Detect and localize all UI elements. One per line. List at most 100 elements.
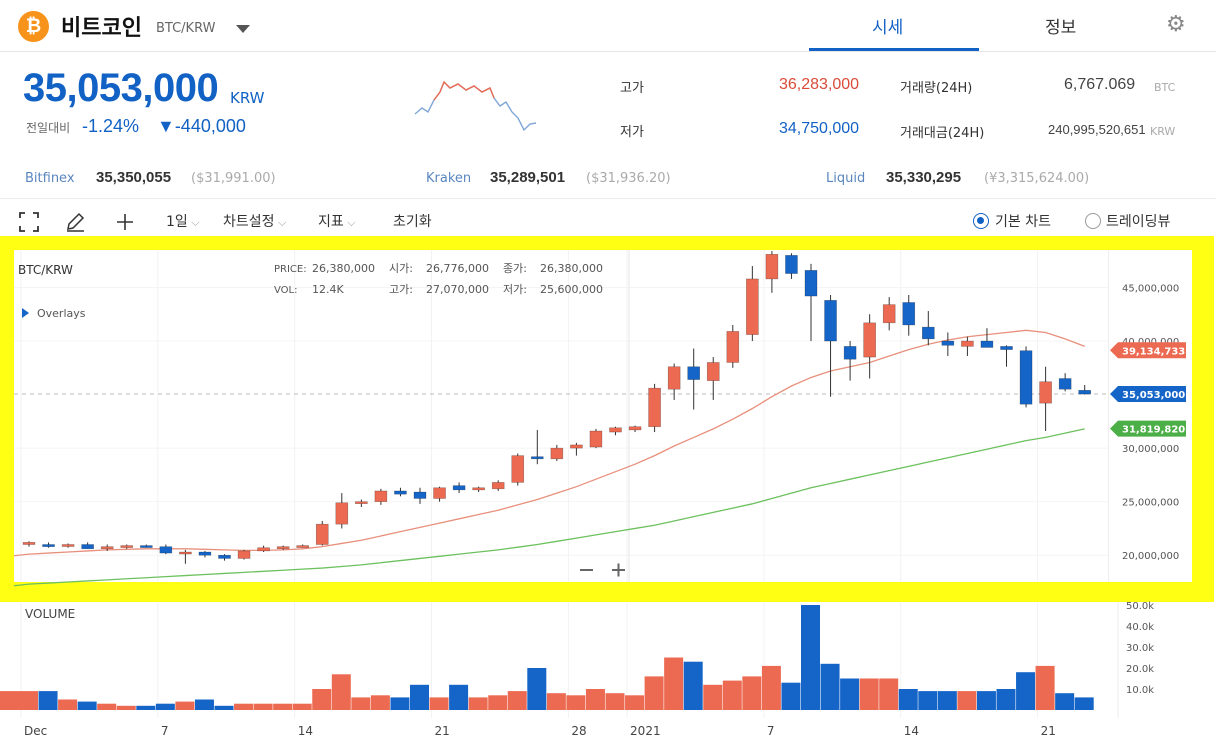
volume-bar[interactable] — [77, 701, 97, 710]
volume-bar[interactable] — [1035, 665, 1055, 710]
volume-bar[interactable] — [957, 691, 977, 710]
volume-bar[interactable] — [527, 668, 547, 710]
candle[interactable] — [100, 546, 114, 550]
volume-bar[interactable] — [566, 695, 586, 710]
volume-bar[interactable] — [644, 676, 664, 710]
volume-bar[interactable] — [664, 657, 684, 711]
volume-bar[interactable] — [390, 697, 410, 710]
volume-bar[interactable] — [683, 661, 703, 710]
candle[interactable] — [315, 523, 329, 545]
candle[interactable] — [726, 331, 740, 363]
candle[interactable] — [81, 544, 94, 550]
volume-bar[interactable] — [1016, 672, 1036, 710]
candle[interactable] — [706, 362, 720, 381]
candle[interactable] — [42, 544, 55, 547]
volume-bar[interactable] — [761, 665, 781, 710]
candle[interactable] — [1019, 350, 1033, 405]
basic-chart-radio[interactable] — [973, 213, 989, 229]
volume-bar[interactable] — [253, 703, 273, 710]
volume-bar[interactable] — [625, 695, 645, 710]
candle[interactable] — [961, 340, 974, 347]
candle[interactable] — [120, 545, 134, 548]
candle[interactable] — [882, 304, 896, 324]
volume-bar[interactable] — [996, 689, 1016, 710]
volume-bar[interactable] — [234, 703, 254, 710]
volume-bar[interactable] — [38, 691, 58, 710]
candle[interactable] — [902, 302, 916, 326]
volume-bar[interactable] — [507, 691, 527, 710]
candle[interactable] — [1000, 346, 1013, 350]
candle[interactable] — [413, 491, 427, 499]
volume-bar[interactable] — [820, 663, 840, 710]
candle[interactable] — [179, 551, 192, 555]
volume-bar[interactable] — [97, 703, 117, 710]
volume-bar[interactable] — [840, 678, 860, 711]
volume-bar[interactable] — [722, 680, 742, 710]
candle[interactable] — [824, 300, 837, 342]
candle[interactable] — [394, 490, 407, 495]
candle[interactable] — [628, 426, 642, 431]
volume-bar[interactable] — [136, 705, 156, 710]
reset-button[interactable]: 초기화 — [393, 214, 432, 230]
candle[interactable] — [61, 544, 75, 547]
candle[interactable] — [1078, 389, 1091, 395]
candle[interactable] — [276, 546, 290, 550]
overlays-triangle-icon[interactable] — [22, 308, 29, 318]
volume-bar[interactable] — [976, 691, 996, 710]
volume-bar[interactable] — [351, 697, 371, 710]
volume-bar[interactable] — [468, 697, 488, 710]
volume-bar[interactable] — [801, 605, 820, 710]
interval-select[interactable]: 1일 ⌵ — [166, 211, 200, 231]
candle[interactable] — [941, 340, 955, 346]
volume-bar[interactable] — [449, 684, 469, 710]
basic-chart-label[interactable]: 기본 차트 — [995, 214, 1051, 230]
volume-bar[interactable] — [175, 701, 195, 710]
volume-bar[interactable] — [273, 703, 293, 710]
candle[interactable] — [335, 502, 349, 525]
candle[interactable] — [140, 545, 153, 548]
candle[interactable] — [648, 387, 661, 428]
volume-bar[interactable] — [703, 684, 723, 710]
volume-bar[interactable] — [116, 705, 136, 710]
volume-bar[interactable] — [214, 705, 234, 710]
candle[interactable] — [785, 255, 798, 274]
candle[interactable] — [511, 455, 525, 483]
candle[interactable] — [198, 551, 212, 556]
gear-icon[interactable]: ⚙ — [1166, 12, 1186, 37]
volume-bar[interactable] — [898, 689, 918, 710]
candle[interactable] — [667, 366, 681, 390]
overlays-toggle[interactable]: Overlays — [37, 307, 86, 320]
candle[interactable] — [765, 253, 779, 280]
pencil-draw-icon[interactable] — [64, 211, 86, 233]
volume-bar[interactable] — [19, 691, 38, 710]
tab-quote[interactable]: 시세 — [872, 18, 904, 38]
candle[interactable] — [550, 447, 564, 460]
price-chart-area[interactable] — [14, 250, 1108, 582]
volume-bar[interactable] — [879, 678, 899, 711]
indicators-menu[interactable]: 지표 ⌵ — [318, 211, 356, 231]
candle[interactable] — [804, 270, 818, 297]
candle[interactable] — [472, 487, 485, 491]
fullscreen-icon[interactable] — [19, 212, 39, 232]
candle[interactable] — [530, 456, 544, 460]
candle[interactable] — [1058, 378, 1072, 390]
candle[interactable] — [980, 340, 994, 348]
candle[interactable] — [491, 482, 505, 490]
candle[interactable] — [687, 366, 701, 380]
candle[interactable] — [609, 427, 622, 433]
volume-bar[interactable] — [0, 691, 19, 710]
tradingview-radio[interactable] — [1085, 213, 1101, 229]
volume-bar[interactable] — [859, 678, 879, 711]
volume-bar[interactable] — [1055, 693, 1075, 710]
candle[interactable] — [433, 487, 446, 499]
crosshair-plus-icon[interactable] — [115, 212, 135, 232]
volume-bar[interactable] — [410, 684, 429, 710]
volume-bar[interactable] — [742, 676, 762, 710]
candle[interactable] — [257, 547, 270, 552]
volume-bar[interactable] — [331, 674, 351, 710]
volume-bar[interactable] — [194, 699, 214, 711]
volume-bar[interactable] — [370, 695, 390, 710]
candle[interactable] — [570, 444, 583, 449]
candle[interactable] — [746, 278, 759, 335]
